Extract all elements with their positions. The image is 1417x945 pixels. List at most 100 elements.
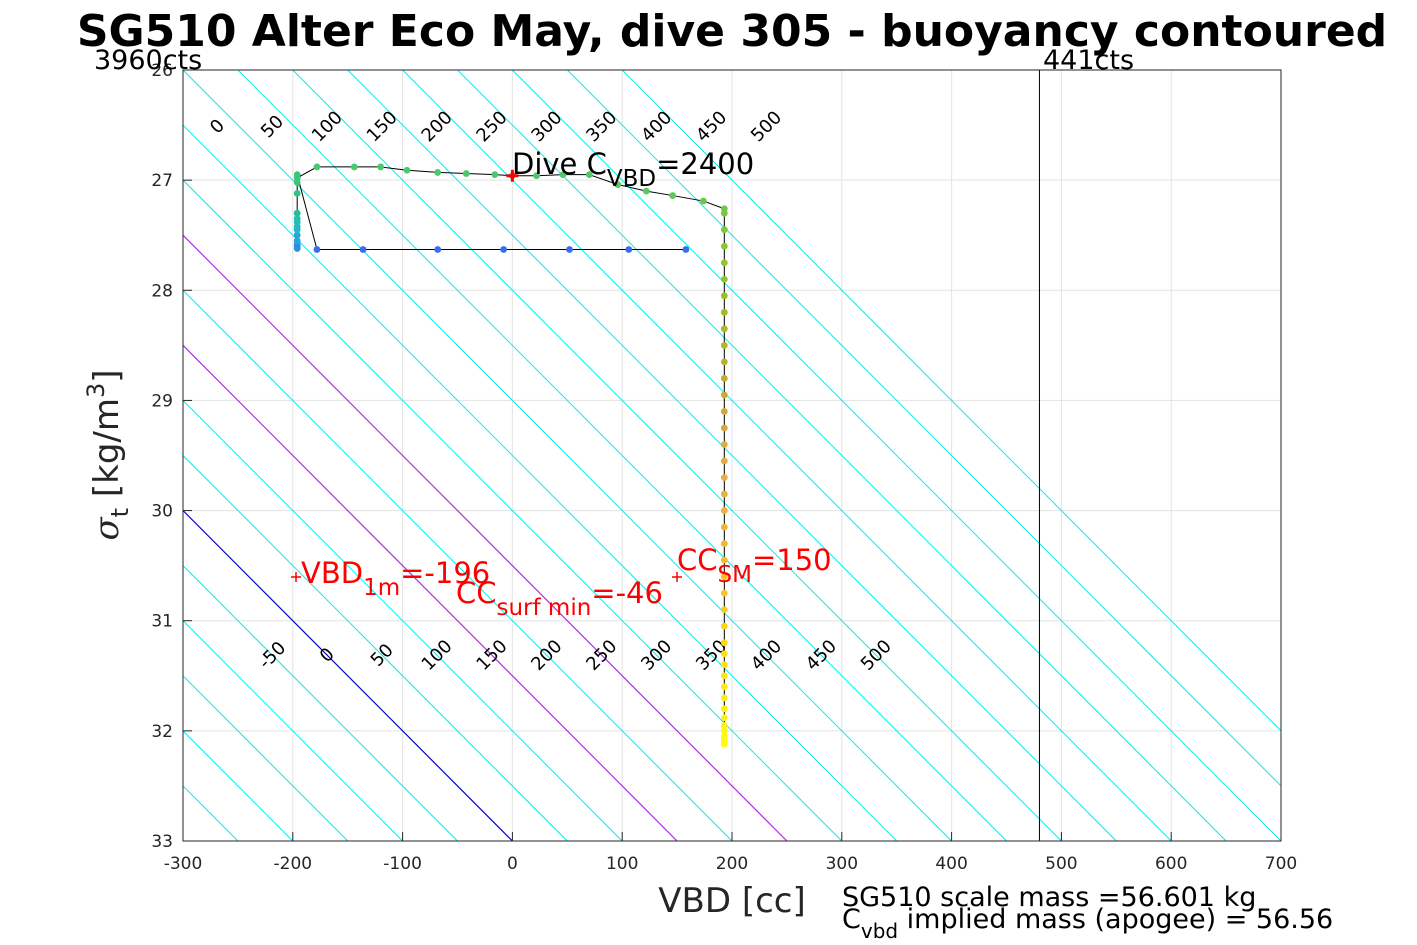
- contour-line: [183, 564, 458, 841]
- data-point: [491, 171, 499, 179]
- data-point: [720, 705, 728, 713]
- x-tick-label: 400: [935, 854, 967, 874]
- data-point: [700, 197, 707, 205]
- x-axis-label: VBD [cc]: [658, 881, 806, 921]
- data-point: [720, 622, 728, 630]
- x-tick-label: -300: [164, 854, 203, 874]
- chart-title: SG510 Alter Eco May, dive 305 - buoyancy…: [77, 6, 1387, 57]
- contour-line: [183, 675, 349, 841]
- y-tick-label: 27: [151, 171, 173, 191]
- data-point: [682, 246, 690, 253]
- x-tick-label: 0: [507, 854, 518, 874]
- series-line: [296, 166, 725, 210]
- contour-line: [183, 454, 568, 841]
- data-point: [720, 441, 728, 448]
- data-point: [350, 163, 358, 171]
- data-point: [720, 242, 728, 250]
- data-point: [720, 375, 728, 382]
- data-point: [720, 589, 728, 597]
- x-tick-label: 100: [606, 854, 638, 874]
- x-tick-label: 300: [826, 854, 858, 874]
- data-point: [720, 226, 728, 234]
- data-point: [720, 457, 728, 465]
- data-point: [720, 424, 728, 432]
- vbd-1m-marker: [291, 572, 301, 582]
- data-point: [720, 259, 728, 267]
- vertical-line-label: 441cts: [1043, 45, 1134, 76]
- data-point: [434, 246, 442, 253]
- contour-line: [566, 70, 1281, 787]
- data-point: [720, 474, 728, 481]
- data-point: [500, 246, 508, 253]
- data-point: [359, 246, 367, 253]
- data-point: [669, 192, 677, 199]
- data-point: [720, 573, 728, 581]
- scale-mass-note: SG510 scale mass =56.601 kg: [842, 882, 1256, 913]
- data-point: [585, 171, 593, 179]
- contour-line: [0, 70, 73, 841]
- data-point: [293, 189, 301, 197]
- y-tick-label: 32: [151, 722, 173, 742]
- data-point: [614, 181, 622, 188]
- data-point: [293, 231, 301, 239]
- data-point: [720, 606, 728, 614]
- contour-line: [457, 70, 1227, 841]
- dive-profile: [293, 163, 728, 748]
- left-count-label: 3960cts: [94, 45, 202, 76]
- x-tick-label: 500: [1045, 854, 1077, 874]
- cc-surf-min-annotation: CCsurf min=-46: [456, 576, 663, 621]
- data-point: [720, 556, 728, 564]
- x-tick-label: -100: [383, 854, 422, 874]
- data-point: [720, 727, 728, 735]
- data-point: [313, 246, 321, 253]
- x-tick-label: 600: [1155, 854, 1187, 874]
- data-point: [533, 172, 540, 180]
- data-point: [313, 163, 321, 171]
- data-point: [625, 246, 633, 253]
- y-tick-label: 26: [151, 61, 173, 81]
- data-point: [377, 163, 385, 171]
- data-point: [720, 672, 728, 680]
- data-point: [720, 209, 728, 217]
- y-tick-label: 29: [151, 391, 173, 411]
- contour-line: [183, 620, 403, 841]
- data-point: [720, 714, 728, 722]
- contour-line: [183, 179, 843, 841]
- data-point: [720, 490, 728, 498]
- cc-sm-annotation: CCSM=150: [677, 543, 832, 588]
- data-point: [720, 683, 728, 691]
- y-tick-label: 33: [151, 832, 173, 852]
- data-point: [720, 325, 728, 333]
- vbd-1m-annotation: VBD1m=-196: [301, 556, 490, 601]
- y-tick-label: 28: [151, 281, 173, 301]
- contour-line: [621, 70, 1281, 732]
- data-point: [720, 408, 728, 415]
- data-point: [720, 358, 728, 366]
- data-point: [720, 523, 728, 531]
- dive-cvbd-annotation: Dive CVBD=2400: [512, 147, 754, 192]
- data-point: [293, 174, 301, 182]
- cc-sm-marker: [672, 572, 682, 582]
- data-point: [720, 721, 728, 729]
- dive-cvbd-marker: [506, 169, 519, 182]
- x-ticks: -300 -200 -100 0 100 200 300 400 500 600 700: [164, 832, 1297, 874]
- contour-line: [183, 509, 513, 841]
- data-point: [720, 275, 728, 283]
- contour-line: [183, 289, 733, 841]
- data-point: [720, 650, 728, 658]
- data-point: [720, 507, 728, 514]
- contour-line: [183, 70, 952, 841]
- data-point: [720, 540, 728, 548]
- data-point: [293, 209, 301, 217]
- y-axis-label: σt [kg/m3]: [82, 369, 134, 540]
- contour-line: [402, 70, 1172, 841]
- data-point: [720, 292, 728, 300]
- data-point: [720, 341, 728, 349]
- y-tick-label: 31: [151, 612, 173, 632]
- contour-line: [183, 399, 623, 841]
- contour-line: [183, 234, 788, 841]
- data-point: [462, 170, 470, 177]
- data-point: [434, 169, 442, 176]
